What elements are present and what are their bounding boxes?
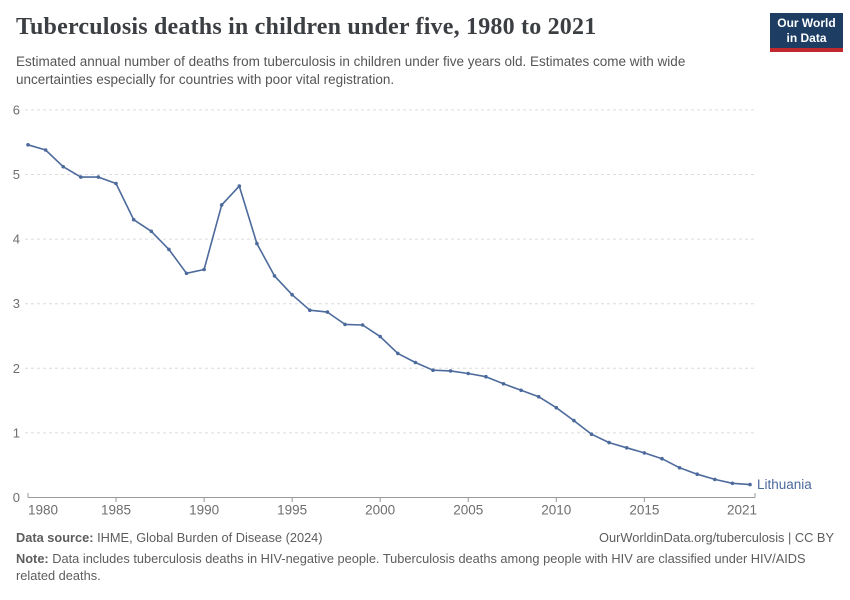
data-point[interactable]: [695, 472, 699, 477]
logo-line1: Our World: [777, 16, 836, 31]
y-tick-label: 3: [13, 296, 20, 311]
y-tick-label: 0: [13, 490, 20, 505]
y-tick-label: 1: [13, 425, 20, 440]
x-tick-label: 2005: [453, 503, 483, 518]
data-point[interactable]: [114, 181, 118, 186]
x-tick-label: 2010: [541, 503, 571, 518]
owid-logo: Our World in Data: [770, 13, 843, 52]
data-source-text: IHME, Global Burden of Disease (2024): [93, 530, 323, 545]
data-point[interactable]: [149, 229, 154, 234]
data-point[interactable]: [448, 369, 453, 373]
chart-footer: Data source: IHME, Global Burden of Dise…: [16, 530, 834, 584]
logo-line2: in Data: [786, 30, 827, 45]
x-tick-label: 2021: [727, 503, 757, 518]
y-tick-label: 6: [13, 102, 20, 117]
data-point[interactable]: [501, 382, 506, 386]
data-point[interactable]: [184, 271, 189, 276]
data-source-label: Data source:: [16, 530, 94, 545]
data-point[interactable]: [96, 175, 101, 179]
data-point[interactable]: [730, 481, 735, 486]
data-point[interactable]: [624, 446, 629, 450]
data-point[interactable]: [343, 322, 347, 327]
y-tick-label: 4: [13, 232, 20, 247]
x-tick-label: 1980: [28, 503, 58, 518]
data-point[interactable]: [484, 374, 488, 379]
data-point[interactable]: [272, 274, 277, 278]
page-title: Tuberculosis deaths in children under fi…: [16, 14, 597, 40]
data-point[interactable]: [255, 241, 259, 246]
data-point[interactable]: [202, 267, 206, 272]
chart-subtitle: Estimated annual number of deaths from t…: [16, 54, 686, 87]
data-point[interactable]: [642, 451, 647, 455]
data-point[interactable]: [308, 308, 312, 312]
chart-canvas[interactable]: 0 1 2 3 4 5 6 1980 1985 1990 1995 2000 2005 2010 2015 2…: [0, 95, 850, 525]
data-point[interactable]: [431, 368, 435, 373]
data-point[interactable]: [396, 351, 400, 356]
data-point[interactable]: [572, 418, 576, 423]
data-point[interactable]: [713, 477, 717, 482]
data-point[interactable]: [79, 175, 83, 179]
data-point[interactable]: [61, 164, 65, 169]
trend-line[interactable]: [27, 143, 751, 486]
data-point[interactable]: [237, 184, 242, 188]
data-point[interactable]: [589, 432, 594, 437]
data-point[interactable]: [660, 456, 664, 461]
note-text: Data includes tuberculosis deaths in HIV…: [16, 551, 806, 583]
data-point[interactable]: [378, 334, 383, 339]
data-point[interactable]: [413, 360, 418, 365]
x-tick-label: 2000: [365, 503, 395, 518]
entity-label[interactable]: Lithuania: [757, 477, 812, 492]
data-point[interactable]: [131, 217, 136, 222]
data-point[interactable]: [554, 405, 559, 410]
line-chart[interactable]: 0 1 2 3 4 5 6 1980 1985 1990 1995 2000 2005 2010 2015 2…: [0, 95, 850, 525]
x-tick-label: 2015: [629, 503, 659, 518]
data-point[interactable]: [167, 247, 171, 252]
data-point[interactable]: [536, 394, 541, 399]
data-source: Data source: IHME, Global Burden of Dise…: [16, 530, 323, 545]
data-point[interactable]: [325, 310, 330, 314]
data-point[interactable]: [219, 203, 224, 207]
owid-license-link[interactable]: OurWorldinData.org/tuberculosis | CC BY: [599, 530, 834, 545]
data-point[interactable]: [290, 292, 294, 297]
data-point[interactable]: [43, 148, 48, 152]
y-tick-label: 5: [13, 167, 20, 182]
x-tick-label: 1995: [277, 503, 307, 518]
x-tick-label: 1985: [101, 503, 131, 518]
data-point[interactable]: [607, 440, 611, 445]
data-point[interactable]: [677, 466, 682, 470]
data-point[interactable]: [519, 388, 523, 393]
x-tick-label: 1990: [189, 503, 219, 518]
chart-note: Note: Data includes tuberculosis deaths …: [16, 551, 834, 584]
note-label: Note:: [16, 551, 49, 566]
data-point[interactable]: [466, 371, 471, 376]
data-point[interactable]: [360, 323, 365, 327]
data-point[interactable]: [748, 482, 752, 487]
data-point[interactable]: [26, 143, 30, 147]
y-tick-label: 2: [13, 361, 20, 376]
